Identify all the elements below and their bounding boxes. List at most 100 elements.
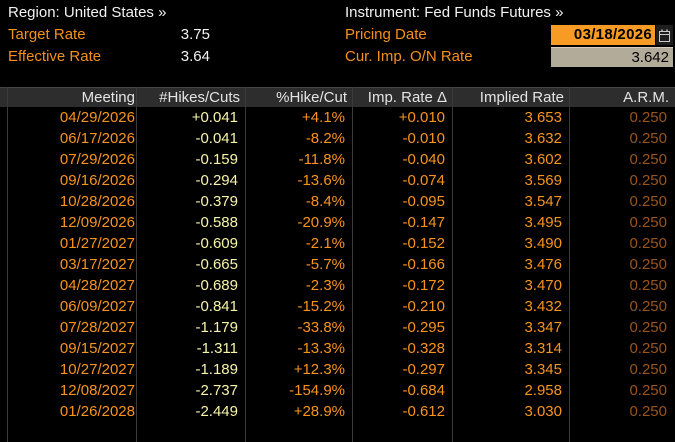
cell-meeting: 06/09/2027 [59,298,135,315]
cell-hikes-cuts: -1.311 [196,340,238,357]
cell-pct-hike-cut: -33.8% [297,319,345,336]
cell-arm: 0.250 [629,361,667,378]
table-row[interactable]: 12/09/2026 -0.588 -20.9% -0.147 3.495 0.… [0,212,675,233]
cell-implied-rate: 3.653 [524,109,562,126]
cell-arm: 0.250 [629,340,667,357]
cell-hikes-cuts: -2.449 [195,403,238,420]
cell-hikes-cuts: -0.609 [195,235,238,252]
cell-imp-rate-delta: -0.297 [402,361,445,378]
table-row[interactable]: 10/27/2027 -1.189 +12.3% -0.297 3.345 0.… [0,359,675,380]
table-row[interactable]: 10/28/2026 -0.379 -8.4% -0.095 3.547 0.2… [0,191,675,212]
cell-hikes-cuts: -0.689 [195,277,238,294]
cell-pct-hike-cut: +4.1% [302,109,345,126]
cell-arm: 0.250 [629,193,667,210]
cell-arm: 0.250 [629,382,667,399]
cell-imp-rate-delta: +0.010 [398,109,445,126]
col-header-pct-hike-cut[interactable]: %Hike/Cut [276,89,347,106]
cell-implied-rate: 3.602 [524,151,562,168]
cell-implied-rate: 3.432 [524,298,562,315]
cell-pct-hike-cut: +12.3% [293,361,345,378]
cell-pct-hike-cut: -15.2% [297,298,345,315]
cell-implied-rate: 3.476 [524,256,562,273]
cell-implied-rate: 3.345 [524,361,562,378]
pricing-date-label: Pricing Date [345,26,427,43]
cell-meeting: 12/08/2027 [59,382,135,399]
cell-imp-rate-delta: -0.328 [402,340,445,357]
col-header-meeting[interactable]: Meeting [81,89,135,106]
cell-pct-hike-cut: -5.7% [305,256,345,273]
instrument-value[interactable]: Fed Funds Futures » [424,4,564,21]
table-header-row: Meeting #Hikes/Cuts %Hike/Cut Imp. Rate … [0,87,675,107]
region-label: Region: [8,4,60,21]
cell-hikes-cuts: -0.588 [195,214,238,231]
cell-implied-rate: 2.958 [524,382,562,399]
col-header-implied-rate[interactable]: Implied Rate [479,89,564,106]
cell-hikes-cuts: -0.159 [195,151,238,168]
row-gutter [0,149,8,170]
table-row[interactable]: 06/09/2027 -0.841 -15.2% -0.210 3.432 0.… [0,296,675,317]
cell-meeting: 09/16/2026 [59,172,135,189]
cell-meeting: 03/17/2027 [59,256,135,273]
cell-imp-rate-delta: -0.152 [402,235,445,252]
pricing-date-input[interactable]: 03/18/2026 [551,25,655,45]
cell-meeting: 06/17/2026 [59,130,135,147]
calendar-icon [659,29,670,42]
table-row[interactable]: 06/17/2026 -0.041 -8.2% -0.010 3.632 0.2… [0,128,675,149]
cell-implied-rate: 3.470 [524,277,562,294]
col-header-arm[interactable]: A.R.M. [623,89,669,106]
region-value[interactable]: United States » [63,4,167,21]
cell-arm: 0.250 [629,319,667,336]
cell-meeting: 12/09/2026 [59,214,135,231]
cell-imp-rate-delta: -0.295 [402,319,445,336]
cell-hikes-cuts: -0.294 [195,172,238,189]
cur-imp-on-rate-line: Cur. Imp. O/N Rate [345,47,473,67]
row-gutter [0,338,8,359]
header-gutter [0,88,8,107]
cell-imp-rate-delta: -0.210 [402,298,445,315]
table-row[interactable]: 12/08/2027 -2.737 -154.9% -0.684 2.958 0… [0,380,675,401]
table-row[interactable]: 04/28/2027 -0.689 -2.3% -0.172 3.470 0.2… [0,275,675,296]
row-gutter [0,275,8,296]
cell-implied-rate: 3.495 [524,214,562,231]
row-gutter [0,128,8,149]
row-gutter [0,170,8,191]
cell-imp-rate-delta: -0.074 [402,172,445,189]
cell-pct-hike-cut: +28.9% [293,403,345,420]
table-row[interactable]: 04/29/2026 +0.041 +4.1% +0.010 3.653 0.2… [0,107,675,128]
pricing-date-line: Pricing Date [345,25,427,45]
cell-imp-rate-delta: -0.040 [402,151,445,168]
cell-implied-rate: 3.569 [524,172,562,189]
table-row[interactable]: 01/26/2028 -2.449 +28.9% -0.612 3.030 0.… [0,401,675,422]
cell-implied-rate: 3.632 [524,130,562,147]
cell-meeting: 04/28/2027 [59,277,135,294]
instrument-line[interactable]: Instrument: Fed Funds Futures » [345,3,563,23]
meetings-table: Meeting #Hikes/Cuts %Hike/Cut Imp. Rate … [0,87,675,442]
table-row[interactable]: 03/17/2027 -0.665 -5.7% -0.166 3.476 0.2… [0,254,675,275]
table-row[interactable]: 01/27/2027 -0.609 -2.1% -0.152 3.490 0.2… [0,233,675,254]
cell-meeting: 04/29/2026 [59,109,135,126]
cell-hikes-cuts: -2.737 [195,382,238,399]
col-header-imp-rate-delta[interactable]: Imp. Rate Δ [367,89,447,106]
calendar-button[interactable] [656,25,673,45]
cell-imp-rate-delta: -0.095 [402,193,445,210]
region-line[interactable]: Region: United States » [8,3,166,23]
table-row[interactable]: 07/29/2026 -0.159 -11.8% -0.040 3.602 0.… [0,149,675,170]
table-row[interactable]: 07/28/2027 -1.179 -33.8% -0.295 3.347 0.… [0,317,675,338]
cell-pct-hike-cut: -8.2% [305,130,345,147]
cell-hikes-cuts: -1.179 [195,319,238,336]
cell-meeting: 07/28/2027 [59,319,135,336]
cell-pct-hike-cut: -13.6% [297,172,345,189]
row-gutter [0,359,8,380]
cell-hikes-cuts: -0.841 [195,298,238,315]
effective-rate-value: 3.64 [180,48,210,65]
effective-rate-line: Effective Rate 3.64 [8,47,210,67]
cell-imp-rate-delta: -0.010 [402,130,445,147]
table-row[interactable]: 09/15/2027 -1.311 -13.3% -0.328 3.314 0.… [0,338,675,359]
row-gutter [0,296,8,317]
table-row[interactable]: 09/16/2026 -0.294 -13.6% -0.074 3.569 0.… [0,170,675,191]
cell-pct-hike-cut: -2.3% [305,277,345,294]
col-header-hikes-cuts[interactable]: #Hikes/Cuts [159,89,240,106]
cur-imp-on-rate-input[interactable]: 3.642 [551,47,673,67]
cell-arm: 0.250 [629,235,667,252]
